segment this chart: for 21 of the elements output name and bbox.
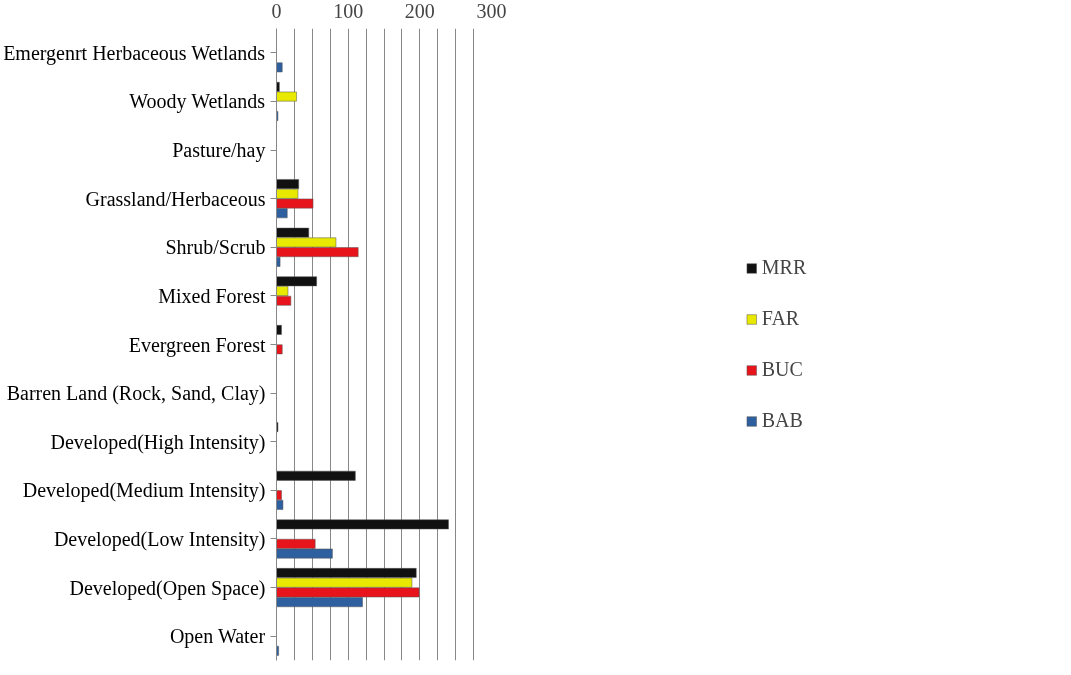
x-tick-label: 0 <box>271 0 282 22</box>
legend-label: BAB <box>761 409 803 432</box>
y-tick-label: Open Water <box>169 625 266 649</box>
legend-label: FAR <box>761 307 800 330</box>
y-tick-label: Emergenrt Herbaceous Wetlands <box>3 41 266 65</box>
x-tick-label: 300 <box>476 0 507 22</box>
y-tick-label: Barren Land (Rock, Sand, Clay) <box>6 382 266 406</box>
legend-label: MRR <box>761 256 807 279</box>
x-tick-label: 200 <box>404 0 435 22</box>
y-tick-label: Developed(Medium Intensity) <box>22 479 266 503</box>
y-tick-label: Mixed Forest <box>158 284 266 307</box>
y-tick-label: Developed(Open Space) <box>69 576 266 600</box>
y-tick-label: Developed(Low Intensity) <box>53 527 266 551</box>
x-tick-label: 100 <box>333 0 364 22</box>
legend-label: BUC <box>761 358 803 381</box>
y-tick-label: Pasture/hay <box>172 139 266 163</box>
y-tick-label: Grassland/Herbaceous <box>85 187 266 210</box>
y-tick-label: Shrub/Scrub <box>165 236 266 259</box>
y-tick-label: Developed(High Intensity) <box>50 430 266 454</box>
y-tick-label: Woody Wetlands <box>129 90 266 114</box>
y-tick-label: Evergreen Forest <box>128 333 266 357</box>
